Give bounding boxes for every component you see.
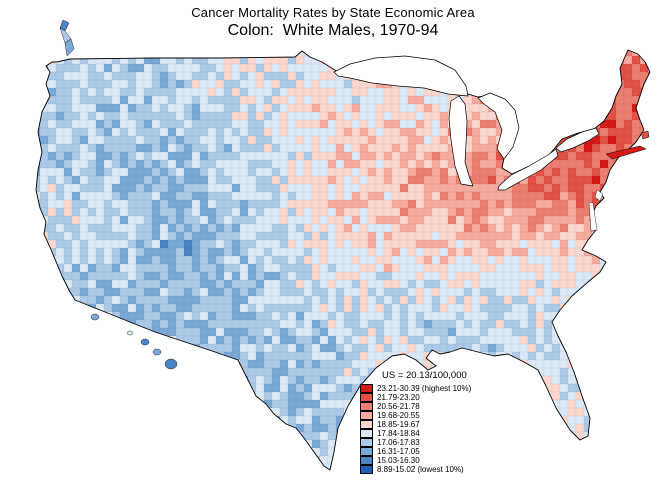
great-lakes [333,55,600,191]
us-rate-label: US = 20.13/100,000 [382,370,467,381]
legend-range-label: 17.06-17.83 [377,438,420,447]
legend-swatch [360,447,373,456]
legend-range-label: 21.79-23.20 [377,393,420,402]
legend-row: 17.84-18.84 [360,429,471,438]
legend-swatch [360,465,373,474]
legend-swatch [360,411,373,420]
legend-range-label: 18.85-19.67 [377,420,420,429]
legend-range-label: 8.89-15.02 (lowest 10%) [377,465,464,474]
coastal-bays [588,189,604,232]
cape-cod [640,130,650,140]
legend-row: 23.21-30.39 (highest 10%) [360,384,471,393]
legend-row: 15.03-16.30 [360,456,471,465]
legend-swatch [360,393,373,402]
legend-range-label: 17.84-18.84 [377,429,420,438]
map-title: Cancer Mortality Rates by State Economic… [191,5,475,20]
legend-row: 18.85-19.67 [360,420,471,429]
legend-range-label: 16.31-17.05 [377,447,420,456]
legend-swatch [360,384,373,393]
map-subtitle: Colon: White Males, 1970-94 [227,22,439,39]
alaska-inset [59,19,75,57]
legend-range-label: 23.21-30.39 (highest 10%) [377,384,472,393]
legend-range-label: 15.03-16.30 [377,456,420,465]
title-block: Cancer Mortality Rates by State Economic… [0,5,666,40]
legend-row: 20.56-21.78 [360,402,471,411]
legend-range-label: 20.56-21.78 [377,402,420,411]
legend-row: 16.31-17.05 [360,447,471,456]
legend-swatch [360,456,373,465]
legend-row: 21.79-23.20 [360,393,471,402]
legend-row: 19.68-20.55 [360,411,471,420]
legend-row: 17.06-17.83 [360,438,471,447]
legend-swatch [360,420,373,429]
legend-row: 8.89-15.02 (lowest 10%) [360,465,471,474]
legend-swatch [360,438,373,447]
legend-swatch [360,402,373,411]
hawaii-inset [90,313,178,370]
long-island [605,145,647,160]
legend: US = 20.13/100,000 23.21-30.39 (highest … [360,370,471,474]
legend-rows: 23.21-30.39 (highest 10%) 21.79-23.20 20.5… [360,384,471,474]
legend-swatch [360,429,373,438]
legend-range-label: 19.68-20.55 [377,411,420,420]
choropleth-cells [36,50,650,470]
